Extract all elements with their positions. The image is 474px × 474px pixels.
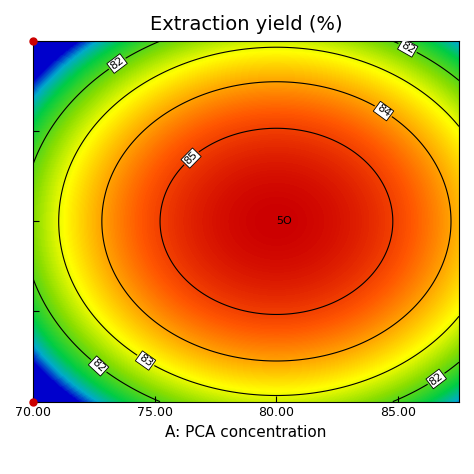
Title: Extraction yield (%): Extraction yield (%) [150,15,342,34]
Text: 84: 84 [375,103,392,119]
Text: 82: 82 [109,55,126,72]
Text: 82: 82 [90,357,107,374]
Text: 82: 82 [428,371,445,387]
Text: 83: 83 [137,352,154,369]
Text: 82: 82 [399,40,416,55]
Text: 5O: 5O [276,216,292,227]
X-axis label: A: PCA concentration: A: PCA concentration [165,425,327,440]
Text: 85: 85 [182,149,200,166]
